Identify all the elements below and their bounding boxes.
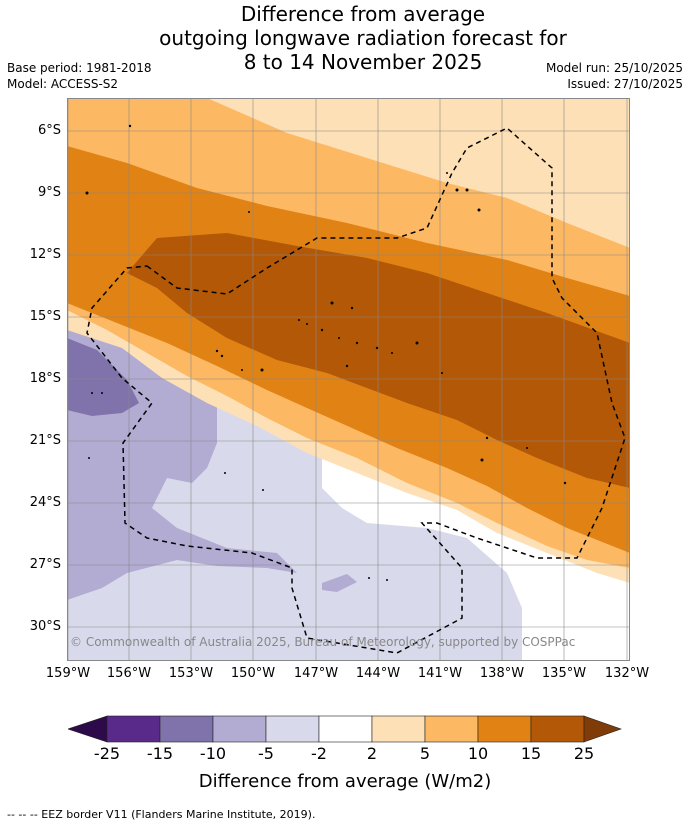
title-line-3: 8 to 14 November 2025 xyxy=(243,50,483,74)
colorbar-swatch xyxy=(318,715,373,743)
lat-label: 12°S xyxy=(29,247,61,262)
lat-label: 21°S xyxy=(29,433,61,448)
eez-borders xyxy=(86,127,626,654)
colorbar-tick: -10 xyxy=(199,744,227,763)
colorbar-tick: 2 xyxy=(366,744,378,763)
meta-left: Base period: 1981-2018 Model: ACCESS-S2 xyxy=(7,60,152,92)
fill-minus15-to-minus10 xyxy=(67,338,139,416)
lat-label: 15°S xyxy=(29,309,61,324)
colorbar-tick: 15 xyxy=(520,744,542,763)
colorbar-swatch xyxy=(265,715,320,743)
map-frame xyxy=(67,98,630,661)
colorbar-tick: -5 xyxy=(258,744,274,763)
map-fills xyxy=(67,98,630,661)
eez-border-french-polynesia xyxy=(86,127,626,654)
lon-label: 147°W xyxy=(293,666,339,681)
colorbar-swatch xyxy=(530,715,585,743)
colorbar-tick: 5 xyxy=(419,744,431,763)
colorbar-swatch xyxy=(159,715,214,743)
colorbar-swatch xyxy=(106,715,161,743)
lat-label: 24°S xyxy=(29,495,61,510)
lon-label: 132°W xyxy=(604,666,650,681)
map-panel: © Commonwealth of Australia 2025, Bureau… xyxy=(67,98,630,661)
lon-label: 144°W xyxy=(355,666,401,681)
colorbar-extend-low xyxy=(68,715,108,743)
lat-label: 9°S xyxy=(37,185,61,200)
fill-minus10-small-patch xyxy=(322,574,357,592)
colorbar-swatch xyxy=(424,715,479,743)
lon-label: 138°W xyxy=(479,666,525,681)
lat-label: 30°S xyxy=(29,619,61,634)
colorbar-tick: -25 xyxy=(93,744,121,763)
map-title: Difference from average outgoing longwav… xyxy=(0,2,690,74)
lon-label: 159°W xyxy=(45,666,91,681)
meta-right: Model run: 25/10/2025 Issued: 27/10/2025 xyxy=(546,60,683,92)
model-run: Model run: 25/10/2025 xyxy=(545,61,683,75)
issued-date: Issued: 27/10/2025 xyxy=(567,77,683,91)
colorbar-tick: -2 xyxy=(311,744,327,763)
colorbar-swatch xyxy=(371,715,426,743)
islands xyxy=(85,124,567,581)
lon-label: 156°W xyxy=(106,666,152,681)
copyright-notice: © Commonwealth of Australia 2025, Bureau… xyxy=(70,635,575,649)
lon-label: 153°W xyxy=(168,666,214,681)
title-line-2: outgoing longwave radiation forecast for xyxy=(159,26,567,50)
colorbar-tick: -15 xyxy=(146,744,174,763)
lat-label: 6°S xyxy=(37,123,61,138)
colorbar-tick: 10 xyxy=(467,744,489,763)
colorbar-swatch xyxy=(212,715,267,743)
colorbar-extend-high xyxy=(583,715,622,743)
lat-label: 18°S xyxy=(29,371,61,386)
colorbar-label: Difference from average (W/m2) xyxy=(198,771,492,792)
title-line-1: Difference from average xyxy=(240,2,486,26)
colorbar-tick: 25 xyxy=(573,744,595,763)
lat-label: 27°S xyxy=(29,557,61,572)
base-period: Base period: 1981-2018 xyxy=(7,61,152,75)
lon-label: 135°W xyxy=(541,666,587,681)
lon-label: 141°W xyxy=(417,666,463,681)
colorbar-swatch xyxy=(477,715,532,743)
lon-label: 150°W xyxy=(230,666,276,681)
eez-footnote: -- -- -- EEZ border V11 (Flanders Marine… xyxy=(7,808,316,821)
colorbar xyxy=(68,715,622,743)
model-name: Model: ACCESS-S2 xyxy=(7,77,119,91)
